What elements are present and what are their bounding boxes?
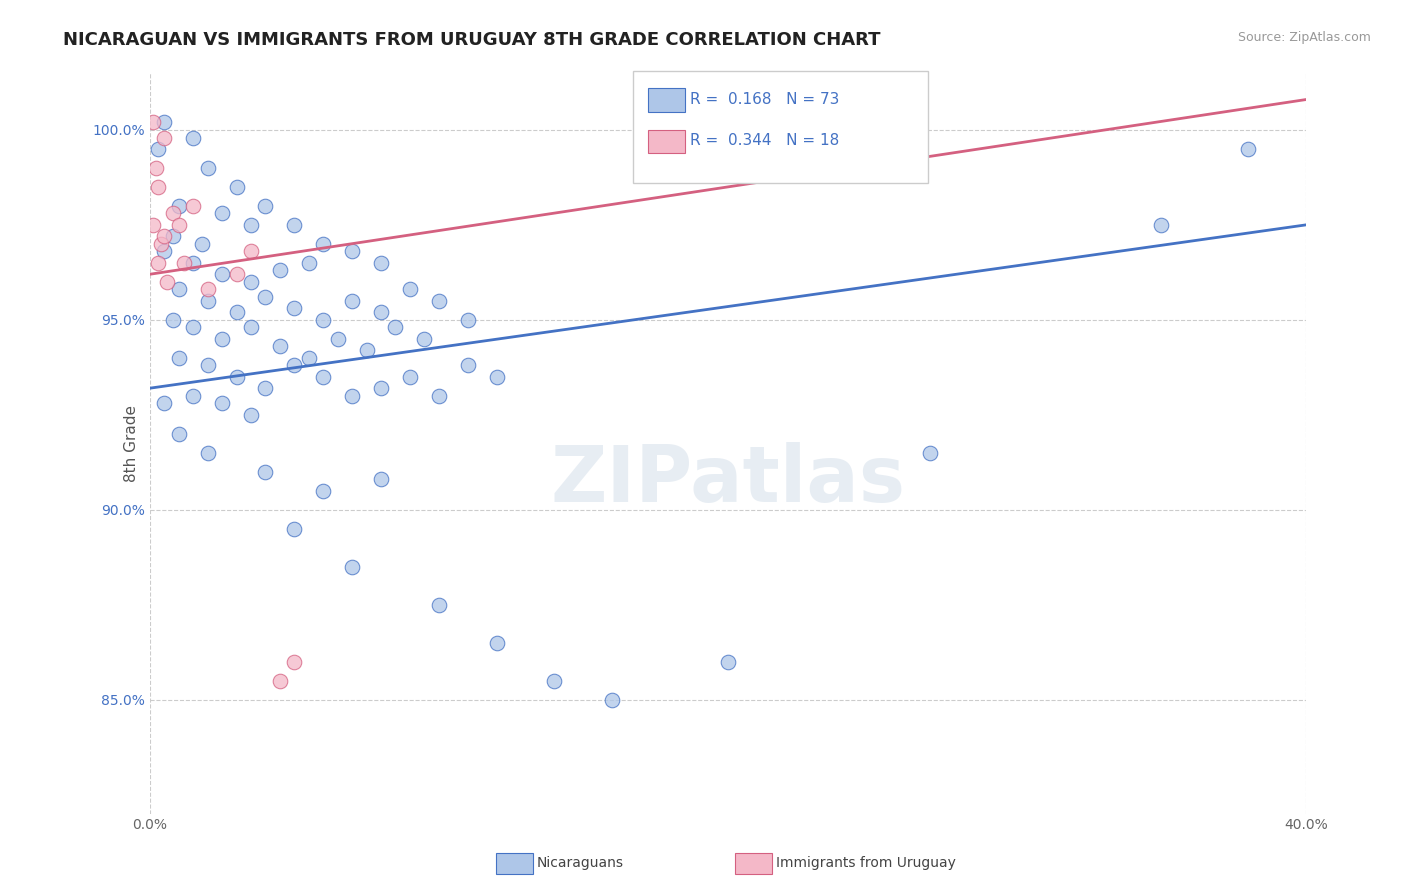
Point xyxy=(269,263,291,277)
Point xyxy=(211,267,233,281)
Point xyxy=(239,320,262,334)
Point xyxy=(150,236,173,251)
Point xyxy=(162,206,184,220)
Point xyxy=(153,115,176,129)
Text: Source: ZipAtlas.com: Source: ZipAtlas.com xyxy=(1237,31,1371,45)
Point xyxy=(340,293,363,308)
Point xyxy=(370,256,392,270)
Point xyxy=(225,180,247,194)
Point xyxy=(239,218,262,232)
Point xyxy=(298,351,321,365)
Point xyxy=(197,293,219,308)
Point xyxy=(312,236,335,251)
Point xyxy=(254,465,277,479)
Point xyxy=(356,343,378,358)
Point xyxy=(427,389,450,403)
Point xyxy=(384,320,406,334)
Point xyxy=(413,332,436,346)
Point xyxy=(153,130,176,145)
Point xyxy=(283,218,305,232)
Point xyxy=(283,301,305,316)
Point xyxy=(485,369,508,384)
Point xyxy=(485,635,508,649)
Point xyxy=(167,218,190,232)
Point xyxy=(167,282,190,296)
Point xyxy=(427,293,450,308)
Point xyxy=(181,320,204,334)
Point xyxy=(543,673,565,688)
Text: R =  0.168   N = 73: R = 0.168 N = 73 xyxy=(690,92,839,106)
Point xyxy=(181,389,204,403)
Point xyxy=(225,267,247,281)
Point xyxy=(211,206,233,220)
Point xyxy=(211,396,233,410)
Point xyxy=(254,290,277,304)
Point xyxy=(283,655,305,669)
Point xyxy=(600,692,623,706)
Point xyxy=(153,244,176,259)
Point xyxy=(197,282,219,296)
Point xyxy=(197,161,219,175)
Point xyxy=(181,199,204,213)
Point xyxy=(340,559,363,574)
Point xyxy=(269,339,291,353)
Point xyxy=(399,282,422,296)
Point xyxy=(1150,218,1173,232)
Point xyxy=(312,369,335,384)
Point xyxy=(153,229,176,244)
Point xyxy=(717,655,740,669)
Point xyxy=(340,244,363,259)
Point xyxy=(173,256,195,270)
Point xyxy=(239,408,262,422)
Point xyxy=(370,381,392,395)
Point xyxy=(283,522,305,536)
Point xyxy=(197,446,219,460)
Point xyxy=(162,229,184,244)
Y-axis label: 8th Grade: 8th Grade xyxy=(124,405,139,482)
Point xyxy=(148,142,170,156)
Point xyxy=(269,673,291,688)
Point xyxy=(427,598,450,612)
Text: R =  0.344   N = 18: R = 0.344 N = 18 xyxy=(690,134,839,148)
Point xyxy=(153,396,176,410)
Point xyxy=(142,218,165,232)
Point xyxy=(312,483,335,498)
Point xyxy=(457,313,479,327)
Point xyxy=(162,313,184,327)
Point xyxy=(225,369,247,384)
Point xyxy=(145,161,167,175)
Point xyxy=(283,359,305,373)
Point xyxy=(312,313,335,327)
Point xyxy=(254,199,277,213)
Point xyxy=(370,305,392,319)
Text: Immigrants from Uruguay: Immigrants from Uruguay xyxy=(776,856,956,871)
Point xyxy=(197,359,219,373)
Point xyxy=(920,446,942,460)
Point xyxy=(191,236,214,251)
Point xyxy=(142,115,165,129)
Point xyxy=(148,180,170,194)
Point xyxy=(225,305,247,319)
Point xyxy=(370,472,392,486)
Point xyxy=(156,275,179,289)
Point xyxy=(1237,142,1260,156)
Point xyxy=(239,275,262,289)
Point xyxy=(167,426,190,441)
Point xyxy=(239,244,262,259)
Point xyxy=(181,130,204,145)
Point xyxy=(167,199,190,213)
Point xyxy=(457,359,479,373)
Text: NICARAGUAN VS IMMIGRANTS FROM URUGUAY 8TH GRADE CORRELATION CHART: NICARAGUAN VS IMMIGRANTS FROM URUGUAY 8T… xyxy=(63,31,880,49)
Point xyxy=(254,381,277,395)
Point xyxy=(181,256,204,270)
Point xyxy=(148,256,170,270)
Point xyxy=(211,332,233,346)
Text: ZIPatlas: ZIPatlas xyxy=(550,442,905,518)
Point xyxy=(340,389,363,403)
Point xyxy=(326,332,349,346)
Point xyxy=(298,256,321,270)
Point xyxy=(399,369,422,384)
Point xyxy=(167,351,190,365)
Text: Nicaraguans: Nicaraguans xyxy=(537,856,624,871)
